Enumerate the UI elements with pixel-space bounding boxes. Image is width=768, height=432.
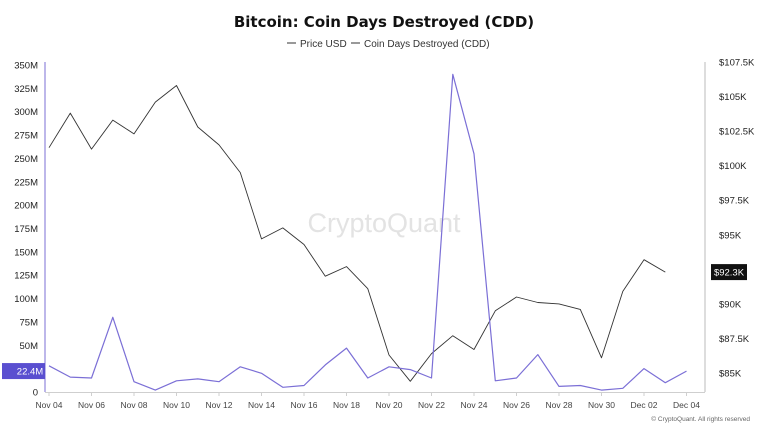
x-tick-label: Nov 08 (121, 400, 148, 410)
copyright-credit: © CryptoQuant. All rights reserved (651, 415, 750, 423)
x-tick-label: Nov 20 (376, 400, 403, 410)
left-tick-label: 300M (14, 107, 38, 118)
legend: Price USD Coin Days Destroyed (CDD) (287, 39, 490, 50)
x-tick-label: Nov 26 (503, 400, 530, 410)
right-tick-label: $95K (719, 230, 742, 241)
left-tick-label: 275M (14, 131, 38, 142)
right-current-badge-bg (711, 264, 747, 281)
right-tick-label: $97.5K (719, 196, 750, 207)
left-tick-label: 125M (14, 271, 38, 282)
left-tick-label: 75M (20, 317, 39, 328)
left-tick-label: 0 (33, 388, 38, 399)
left-tick-label: 225M (14, 177, 38, 188)
legend-label-price: Price USD (300, 39, 347, 50)
right-tick-label: $102.5K (719, 127, 755, 138)
x-axis-ticks: Nov 04 Nov 06 Nov 08 Nov 10 Nov 12 Nov 14 Nov … (36, 392, 700, 410)
x-tick-label: Nov 06 (78, 400, 105, 410)
right-tick-label: $107.5K (719, 58, 755, 69)
left-tick-label: 150M (14, 247, 38, 258)
x-tick-label: Dec 04 (673, 400, 700, 410)
right-current-badge-label: $92.3K (714, 268, 745, 279)
x-tick-label: Nov 24 (461, 400, 488, 410)
watermark: CryptoQuant (307, 208, 461, 238)
left-tick-label: 350M (14, 61, 38, 72)
left-tick-label: 200M (14, 201, 38, 212)
series-layer (48, 73, 687, 391)
left-tick-label: 175M (14, 224, 38, 235)
x-tick-label: Nov 04 (36, 400, 63, 410)
right-current-badge: $92.3K (711, 264, 747, 281)
x-tick-label: Nov 30 (588, 400, 615, 410)
right-tick-label: $100K (719, 161, 747, 172)
x-tick-label: Dec 02 (631, 400, 658, 410)
x-tick-label: Nov 12 (206, 400, 233, 410)
left-current-badge-bg (2, 363, 45, 380)
left-tick-label: 100M (14, 294, 38, 305)
x-tick-label: Nov 28 (546, 400, 573, 410)
x-tick-label: Nov 18 (333, 400, 360, 410)
right-tick-label: $85K (719, 369, 742, 380)
left-tick-label: 250M (14, 154, 38, 165)
left-axis-ticks: 350M 325M 300M 275M 250M 225M 200M 175M 150M 125M… (14, 61, 38, 399)
left-tick-label: 50M (20, 341, 39, 352)
price-usd-line (48, 85, 666, 382)
left-current-badge-label: 22.4M (17, 367, 43, 378)
x-tick-label: Nov 10 (163, 400, 190, 410)
right-tick-label: $87.5K (719, 334, 750, 345)
right-tick-label: $105K (719, 92, 747, 103)
chart-title: Bitcoin: Coin Days Destroyed (CDD) (234, 13, 534, 31)
cdd-line (48, 73, 687, 391)
x-tick-label: Nov 16 (291, 400, 318, 410)
right-axis-ticks: $107.5K $105K $102.5K $100K $97.5K $95K $90K $8… (719, 58, 755, 380)
x-tick-label: Nov 14 (248, 400, 275, 410)
legend-label-cdd: Coin Days Destroyed (CDD) (364, 39, 490, 50)
left-current-badge: 22.4M (2, 363, 45, 380)
x-tick-label: Nov 22 (418, 400, 445, 410)
left-tick-label: 325M (14, 84, 38, 95)
right-tick-label: $90K (719, 299, 742, 310)
